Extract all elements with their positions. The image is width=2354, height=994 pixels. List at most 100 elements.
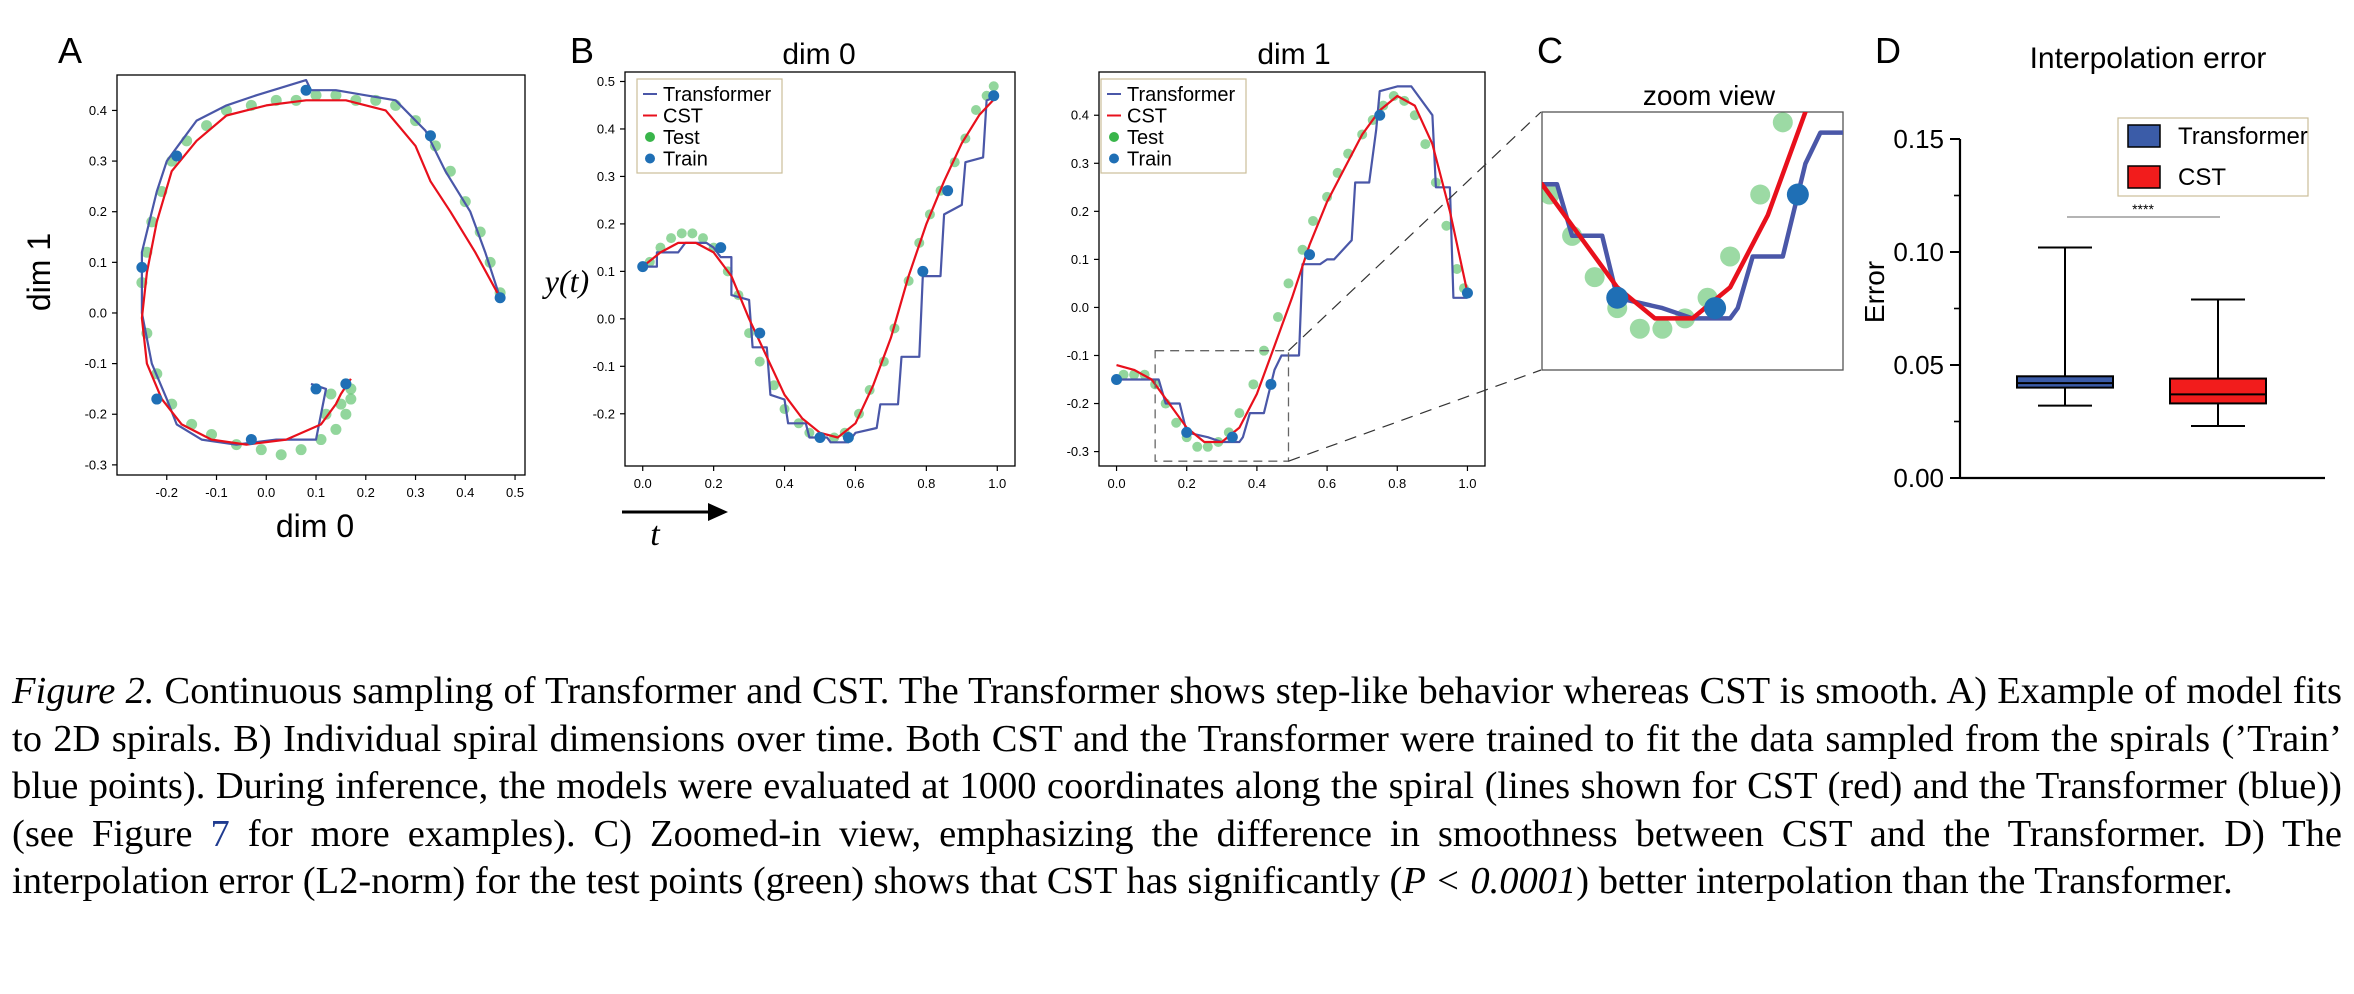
test-point bbox=[768, 380, 779, 391]
test-point bbox=[687, 228, 698, 239]
caption-text-3: ) better interpolation than the Transfor… bbox=[1576, 860, 2233, 902]
figure-canvas: -0.2 -0.1 0.0 0.1 0.2 0.3 0.4 0.5-0.3-0.2-0.10.… bbox=[21, 0, 2325, 553]
train-point bbox=[814, 432, 826, 444]
y-tick-label: 0.2 bbox=[1071, 204, 1089, 219]
train-point bbox=[754, 327, 766, 339]
y-tick-label: -0.1 bbox=[85, 356, 107, 371]
zoom-train-point bbox=[1606, 286, 1629, 309]
panel-d-legend-transformer-label: Transformer bbox=[2178, 123, 2308, 150]
panel-c-title: zoom view bbox=[1643, 80, 1776, 111]
zoom-test-point bbox=[1803, 40, 1823, 60]
panel-d-boxplot: Interpolation error Error 0.00 0.05 0.10 0.15… bbox=[1859, 42, 2325, 493]
figure-caption: Figure 2. Continuous sampling of Transfo… bbox=[12, 668, 2342, 906]
test-point bbox=[988, 81, 999, 92]
panel-d-legend-cst-swatch bbox=[2127, 165, 2161, 189]
test-point bbox=[1283, 278, 1294, 289]
train-point bbox=[424, 130, 436, 142]
test-point bbox=[290, 94, 302, 106]
panel-letter-b: B bbox=[570, 30, 594, 71]
y-tick-label: 0.3 bbox=[1071, 156, 1089, 171]
x-tick-label: 0.5 bbox=[506, 485, 524, 500]
legend-box bbox=[1100, 78, 1247, 174]
legend-cst-label: CST bbox=[1127, 106, 1167, 128]
y-tick-label: -0.2 bbox=[1067, 396, 1089, 411]
zoom-test-point bbox=[1517, 164, 1537, 184]
y-tick-label: 0.4 bbox=[1071, 108, 1089, 123]
legend-train-label: Train bbox=[1127, 149, 1172, 171]
zoom-train-point bbox=[2208, 0, 2230, 9]
significance-stars: **** bbox=[2132, 201, 2154, 217]
panel-d-ylabel: Error bbox=[1859, 261, 1890, 323]
test-point bbox=[676, 228, 687, 239]
train-point bbox=[1265, 378, 1277, 390]
caption-text-2: for more examples). C) Zoomed-in view, e… bbox=[12, 812, 2343, 903]
test-point bbox=[325, 388, 337, 400]
y-tick-label: -0.3 bbox=[1067, 444, 1089, 459]
panel-letter-d: D bbox=[1875, 30, 1901, 71]
caption-figure-ref[interactable]: 7 bbox=[210, 812, 230, 855]
test-point bbox=[666, 233, 677, 244]
test-point bbox=[1192, 441, 1203, 452]
panel-b-dim0: 0.0 0.2 0.4 0.6 0.8 1.0 -0.2 -0.1 0.0 0.1 0.2 0.3 0.… bbox=[593, 71, 1016, 491]
train-point bbox=[1226, 431, 1238, 443]
y-tick-label: -0.1 bbox=[593, 359, 615, 374]
x-tick-label: 0.8 bbox=[917, 476, 935, 491]
test-point bbox=[1322, 191, 1333, 202]
x-tick-label: 0.4 bbox=[456, 485, 474, 500]
y-tick-label: 0.3 bbox=[597, 169, 615, 184]
zoom-train-point bbox=[1786, 183, 1809, 206]
panel-b-ylabel: y(t) bbox=[542, 263, 589, 299]
train-point bbox=[988, 90, 1000, 102]
zoom-frame bbox=[1541, 111, 1844, 371]
y-tick-label: 0.1 bbox=[1071, 252, 1089, 267]
y-tick-label: 0.2 bbox=[597, 216, 615, 231]
train-point bbox=[1461, 287, 1473, 299]
zoom-connector-bottom bbox=[1288, 369, 1542, 462]
legend-train-swatch bbox=[645, 153, 655, 164]
y-tick-label: 0.1 bbox=[597, 264, 615, 279]
test-point bbox=[1308, 215, 1319, 226]
x-tick-label: 0.1 bbox=[307, 485, 325, 500]
panel-d-y-tick-label: 0.05 bbox=[1893, 350, 1944, 380]
legend-test-label: Test bbox=[1127, 127, 1164, 149]
x-tick-label: 1.0 bbox=[1458, 476, 1476, 491]
legend-train-label: Train bbox=[663, 149, 708, 171]
x-tick-label: 0.6 bbox=[846, 476, 864, 491]
legend-test-label: Test bbox=[663, 127, 700, 149]
x-tick-label: 0.2 bbox=[357, 485, 375, 500]
x-tick-label: 0.4 bbox=[776, 476, 794, 491]
y-tick-label: -0.3 bbox=[85, 457, 107, 472]
caption-pvalue: P < 0.0001 bbox=[1402, 860, 1577, 902]
train-point bbox=[310, 383, 322, 395]
train-point bbox=[1181, 426, 1193, 438]
zoom-test-point bbox=[1494, 164, 1514, 184]
zoom-connector-top bbox=[1288, 111, 1542, 352]
panel-c-zoom bbox=[1494, 0, 2230, 371]
train-point bbox=[340, 378, 352, 390]
y-tick-label: 0.4 bbox=[597, 121, 615, 136]
zoom-region-box bbox=[1154, 350, 1290, 462]
caption-lead: Figure 2. bbox=[12, 670, 155, 712]
train-point bbox=[942, 185, 954, 197]
panel-d-y-tick-label: 0.10 bbox=[1893, 237, 1944, 267]
test-point bbox=[310, 89, 322, 101]
zoom-test-point bbox=[1629, 318, 1650, 339]
panel-b-xlabel: t bbox=[650, 516, 661, 553]
test-point bbox=[345, 393, 357, 405]
test-point bbox=[330, 89, 342, 101]
test-point bbox=[971, 104, 981, 115]
x-tick-label: 0.8 bbox=[1388, 476, 1406, 491]
train-point bbox=[715, 242, 727, 254]
panel-b-dim1: 0.0 0.2 0.4 0.6 0.8 1.0 -0.3 -0.2 -0.1 0.0 0.1 0.2 0… bbox=[1067, 71, 1542, 491]
x-tick-label: 0.6 bbox=[1318, 476, 1336, 491]
legend-transformer-label: Transformer bbox=[1127, 84, 1236, 106]
test-point bbox=[1171, 417, 1182, 428]
panel-b-title-dim1: dim 1 bbox=[1257, 38, 1330, 71]
zoom-test-point bbox=[1772, 112, 1793, 133]
transformer-line bbox=[642, 94, 998, 444]
test-point bbox=[315, 434, 327, 446]
test-point bbox=[330, 423, 342, 435]
test-point bbox=[1441, 220, 1452, 231]
train-point bbox=[245, 434, 257, 446]
cst-line bbox=[1116, 94, 1469, 444]
